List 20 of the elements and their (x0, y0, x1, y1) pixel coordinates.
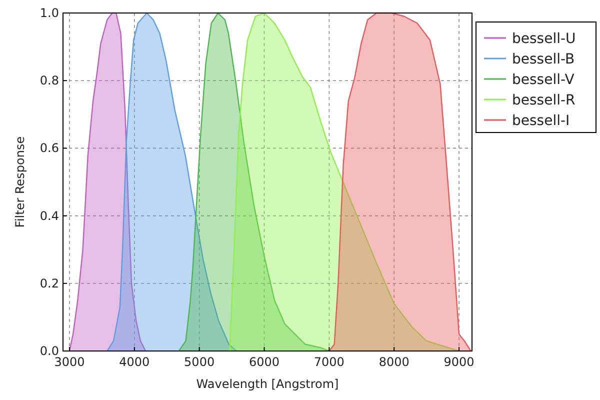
y-tick-label: 0.0 (40, 344, 59, 358)
legend-label: bessell-I (512, 113, 570, 129)
legend-label: bessell-U (512, 31, 576, 47)
y-axis-title: Filter Response (13, 136, 27, 228)
x-tick-label: 9000 (444, 355, 474, 369)
x-tick-label: 3000 (54, 355, 85, 369)
x-tick-label: 4000 (119, 355, 150, 369)
legend-label: bessell-V (512, 72, 575, 88)
y-tick-label: 1.0 (40, 6, 59, 20)
x-tick-label: 7000 (314, 355, 344, 369)
legend-label: bessell-R (512, 92, 576, 108)
x-tick-label: 6000 (248, 355, 280, 369)
x-tick-label: 8000 (378, 355, 410, 369)
y-tick-label: 0.4 (40, 208, 59, 223)
y-tick-label: 0.8 (40, 74, 59, 88)
y-tick-label: 0.2 (40, 276, 59, 290)
y-tick-label: 0.6 (40, 141, 59, 156)
x-axis-title: Wavelength [Angstrom] (196, 377, 339, 391)
legend-label: bessell-B (512, 52, 575, 68)
x-tick-label: 5000 (184, 355, 215, 369)
